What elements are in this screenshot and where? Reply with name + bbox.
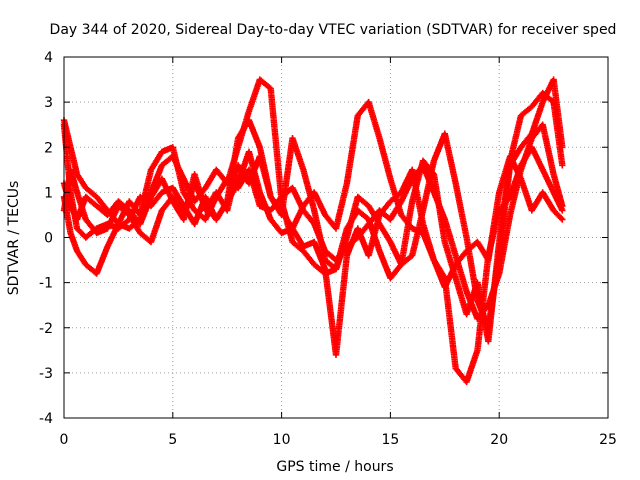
y-tick-label: 2 bbox=[44, 140, 53, 156]
x-tick-label: 10 bbox=[273, 432, 291, 448]
x-axis-label: GPS time / hours bbox=[276, 459, 393, 475]
y-tick-label: 0 bbox=[44, 231, 53, 247]
y-tick-labels: 4 3 2 1 0 -1 -2 -3 -4 bbox=[39, 50, 53, 427]
y-tick-label: 4 bbox=[44, 50, 53, 66]
x-tick-label: 5 bbox=[168, 432, 177, 448]
x-tick-label: 20 bbox=[490, 432, 508, 448]
x-tick-label: 15 bbox=[381, 432, 399, 448]
y-tick-label: -2 bbox=[39, 321, 53, 337]
x-tick-labels: 0 5 10 15 20 25 bbox=[60, 432, 617, 448]
y-tick-label: 1 bbox=[44, 185, 53, 201]
y-axis-label: SDTVAR / TECUs bbox=[6, 181, 22, 296]
chart-title: Day 344 of 2020, Sidereal Day-to-day VTE… bbox=[50, 22, 617, 38]
x-tick-label: 0 bbox=[60, 432, 69, 448]
data-points bbox=[60, 76, 566, 386]
y-tick-label: -3 bbox=[39, 366, 53, 382]
y-tick-label: 3 bbox=[44, 95, 53, 111]
y-tick-label: -4 bbox=[39, 411, 53, 427]
axis-ticks bbox=[63, 56, 609, 419]
x-tick-label: 25 bbox=[599, 432, 617, 448]
y-tick-label: -1 bbox=[39, 276, 53, 292]
